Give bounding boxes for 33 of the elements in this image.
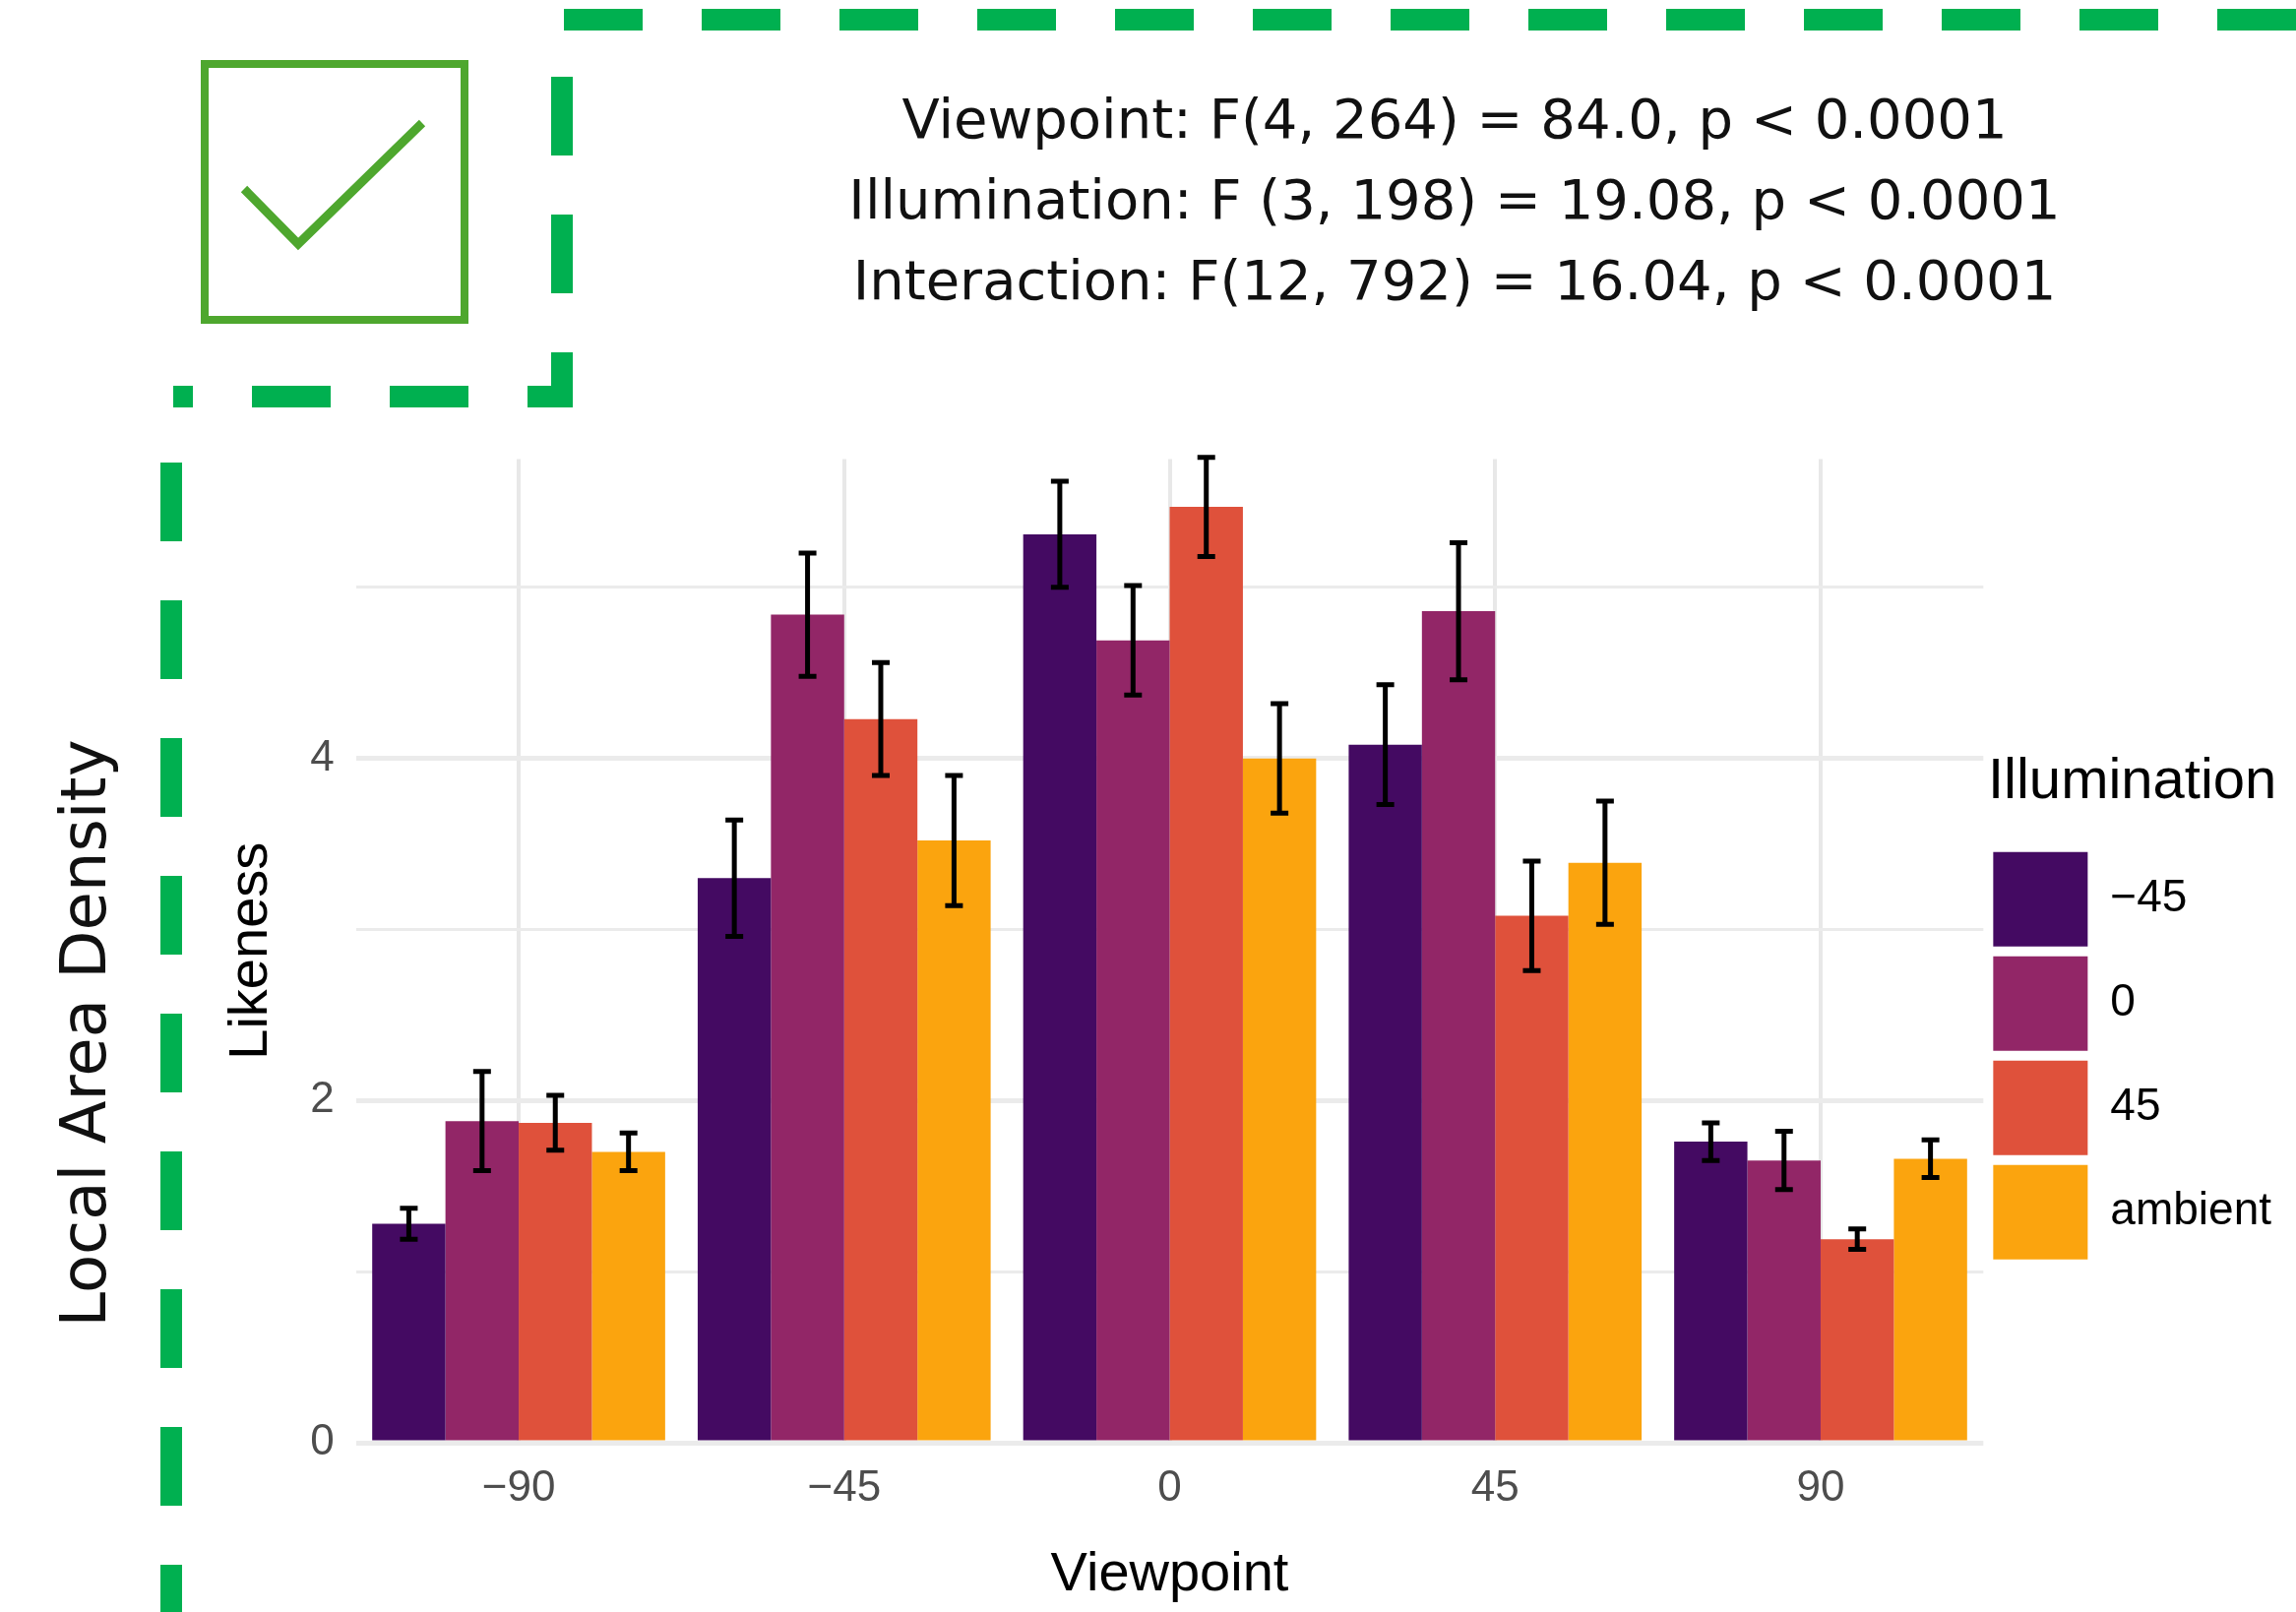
- bar: [1893, 1158, 1967, 1441]
- bar: [1674, 1142, 1748, 1441]
- legend-label: 0: [2110, 974, 2136, 1026]
- text: Viewpoint: F(4, 264) = 84.0, p < 0.0001: [900, 86, 2009, 153]
- y-tick-label: 4: [310, 730, 335, 779]
- y-tick-label: 0: [310, 1415, 335, 1464]
- bar: [1820, 1239, 1894, 1441]
- x-tick-label: −45: [807, 1460, 882, 1510]
- legend-label: −45: [2110, 870, 2188, 922]
- bar: [519, 1122, 592, 1441]
- legend-title: Illumination: [1987, 746, 2277, 811]
- bar: [372, 1223, 446, 1441]
- x-tick-label: −90: [481, 1460, 556, 1510]
- y-tick-label: 2: [310, 1073, 335, 1122]
- bar: [1023, 533, 1097, 1441]
- text: Illumination: F (3, 198) = 19.08, p < 0.0001: [847, 166, 2062, 233]
- bar: [1747, 1160, 1821, 1441]
- bar: [1568, 862, 1643, 1441]
- x-tick-label: 90: [1796, 1460, 1845, 1510]
- x-tick-label: 45: [1470, 1460, 1520, 1510]
- x-axis-title: Viewpoint: [1050, 1539, 1289, 1602]
- bar: [445, 1121, 520, 1441]
- bar: [591, 1151, 665, 1441]
- x-tick-label: 0: [1157, 1460, 1182, 1510]
- bar: [1348, 744, 1422, 1441]
- text: Local Area Density: [46, 738, 121, 1330]
- bar: [917, 840, 991, 1441]
- legend-label: ambient: [2110, 1183, 2272, 1235]
- bar: [697, 878, 772, 1441]
- y-axis-title: Likeness: [217, 841, 279, 1060]
- bar: [1242, 758, 1317, 1441]
- text: Interaction: F(12, 792) = 16.04, p < 0.0001: [851, 247, 2058, 314]
- legend-label: 45: [2110, 1079, 2161, 1131]
